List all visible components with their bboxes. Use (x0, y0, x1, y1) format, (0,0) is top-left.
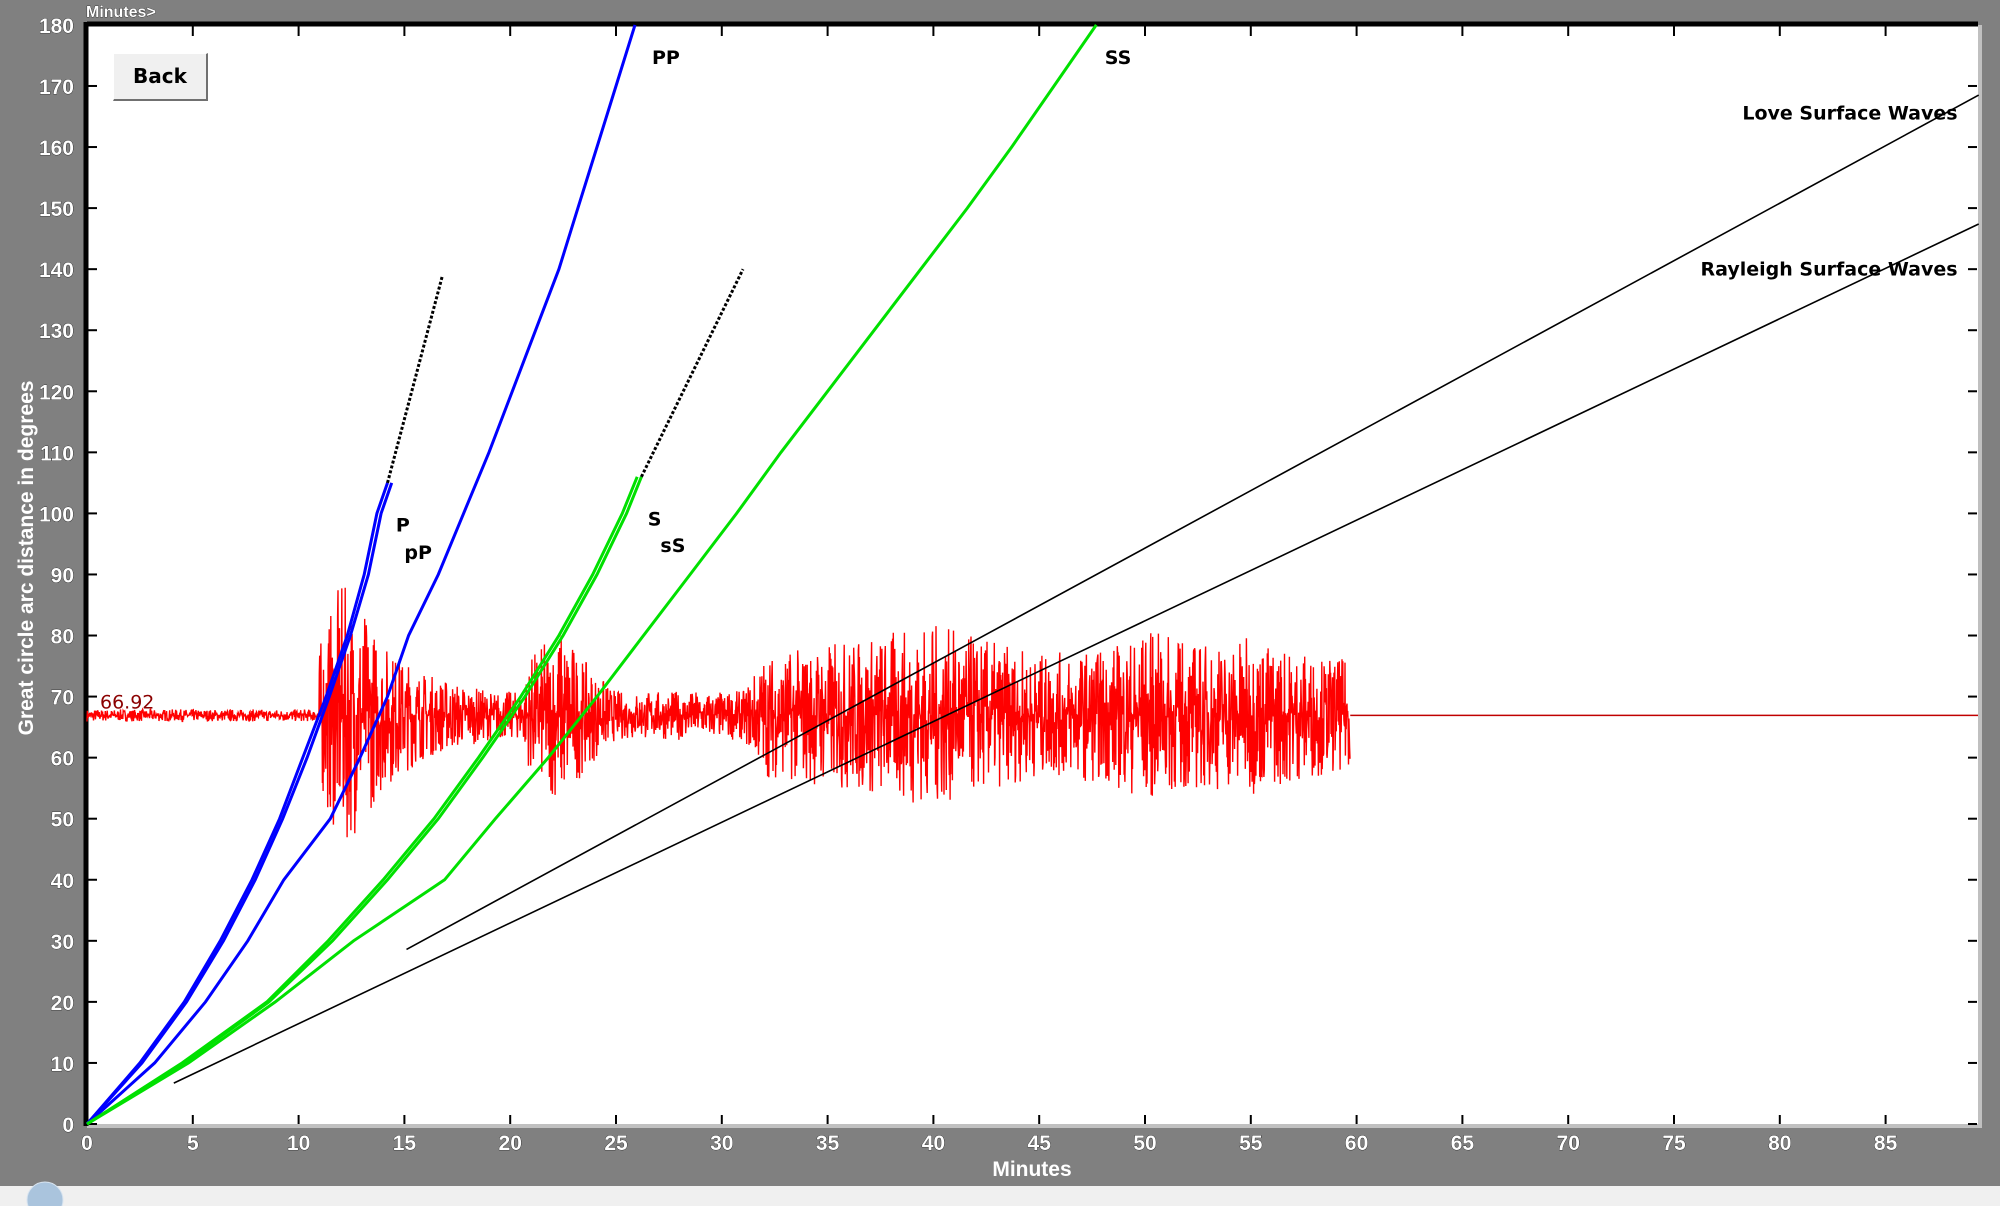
phase-label-ss: SS (1105, 47, 1132, 69)
x-tick-label: 50 (1133, 1132, 1156, 1155)
top-tab (80, 0, 184, 20)
y-axis-title: Great circle arc distance in degrees (15, 381, 38, 736)
curve-s-extension (640, 268, 745, 478)
x-tick-label: 70 (1557, 1132, 1580, 1155)
seismogram-trace (86, 587, 1351, 838)
phase-label-rayleigh-surface-waves: Rayleigh Surface Waves (1701, 258, 1958, 280)
station-distance-label: 66.92 (100, 691, 154, 713)
x-tick-label: 30 (710, 1132, 733, 1155)
y-tick-label: 120 (39, 381, 74, 404)
x-tick-label: 65 (1451, 1132, 1475, 1155)
y-tick-label: 30 (51, 931, 74, 954)
x-tick-label: 15 (393, 1132, 417, 1155)
x-tick-label: 5 (187, 1132, 199, 1155)
y-tick-label: 40 (51, 870, 74, 893)
y-tick-label: 110 (40, 442, 74, 465)
x-tick-label: 85 (1874, 1132, 1898, 1155)
x-tick-label: 45 (1028, 1132, 1052, 1155)
y-tick-label: 160 (39, 137, 74, 160)
phase-label-p: P (396, 515, 410, 537)
curve-rayleigh-surface-waves (173, 223, 1980, 1084)
top-tab-label: Minutes> (86, 4, 156, 21)
y-tick-label: 180 (39, 15, 74, 38)
start-orb-icon[interactable] (26, 1181, 64, 1206)
y-tick-label: 150 (39, 198, 74, 221)
phase-label-s: S (648, 509, 662, 531)
phase-label-ss: sS (660, 535, 685, 557)
x-tick-label: 25 (604, 1132, 628, 1155)
phase-label-pp: PP (652, 47, 680, 69)
phase-label-pp: pP (404, 542, 432, 564)
y-tick-label: 70 (51, 687, 74, 710)
y-tick-label: 60 (51, 748, 74, 771)
x-tick-label: 75 (1662, 1132, 1686, 1155)
x-tick-label: 40 (922, 1132, 945, 1155)
back-button[interactable]: Back (113, 53, 208, 101)
y-tick-label: 140 (39, 259, 74, 282)
y-tick-label: 170 (39, 76, 74, 99)
x-tick-label: 35 (816, 1132, 840, 1155)
x-tick-label: 10 (287, 1132, 310, 1155)
x-tick-label: 20 (499, 1132, 522, 1155)
x-tick-label: 0 (81, 1132, 93, 1155)
phase-label-love-surface-waves: Love Surface Waves (1742, 103, 1957, 125)
curve-p (85, 482, 389, 1125)
y-tick-label: 10 (51, 1053, 74, 1076)
y-tick-label: 130 (39, 320, 74, 343)
x-tick-label: 55 (1239, 1132, 1263, 1155)
y-tick-label: 90 (51, 564, 74, 587)
x-tick-label: 80 (1768, 1132, 1791, 1155)
curve-p-extension (386, 274, 444, 484)
curve-ss (86, 476, 643, 1126)
y-tick-label: 50 (51, 809, 74, 832)
curve-ss (86, 24, 1098, 1126)
x-axis-title: Minutes (992, 1158, 1071, 1181)
curve-love-surface-waves (406, 94, 1980, 951)
x-tick-label: 60 (1345, 1132, 1368, 1155)
y-tick-label: 20 (51, 992, 74, 1015)
curve-pp (85, 24, 637, 1126)
y-tick-label: 0 (62, 1114, 74, 1137)
y-tick-label: 100 (39, 503, 74, 526)
curve-pp (85, 482, 394, 1126)
plot-area (87, 25, 1978, 1124)
y-tick-label: 80 (51, 626, 74, 649)
